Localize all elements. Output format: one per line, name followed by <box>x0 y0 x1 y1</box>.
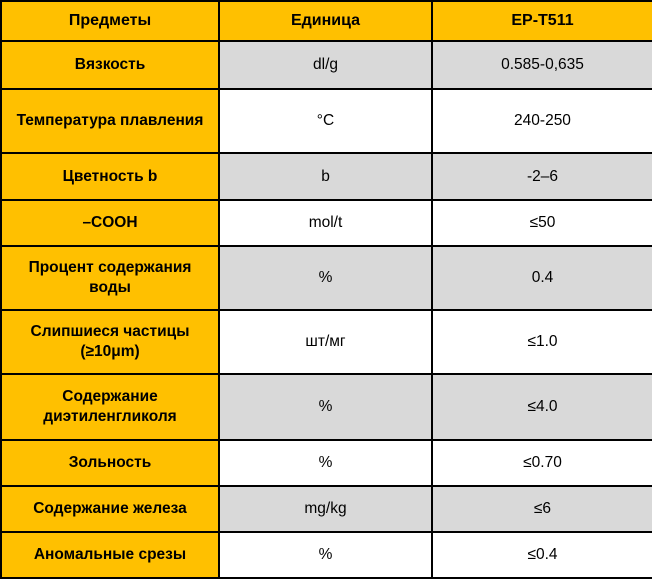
row-item-label: –COOH <box>0 199 220 247</box>
row-spec-value: ≤0.4 <box>431 531 652 579</box>
row-item-label: Процент содержания воды <box>0 245 220 311</box>
row-unit-value: % <box>218 439 433 487</box>
table-row: Температура плавления °C 240-250 <box>0 88 652 154</box>
row-item-label: Содержание диэтиленгликоля <box>0 373 220 441</box>
row-item-label: Слипшиеся частицы (≥10μm) <box>0 309 220 375</box>
row-unit-value: dl/g <box>218 40 433 90</box>
row-item-label: Температура плавления <box>0 88 220 154</box>
table-row: Аномальные срезы % ≤0.4 <box>0 531 652 579</box>
row-item-label: Зольность <box>0 439 220 487</box>
table-row: Содержание железа mg/kg ≤6 <box>0 485 652 533</box>
header-cell-product: EP-T511 <box>431 0 652 42</box>
row-item-label: Вязкость <box>0 40 220 90</box>
row-spec-value: ≤0.70 <box>431 439 652 487</box>
row-item-label: Цветность b <box>0 152 220 201</box>
row-spec-value: 0.585-0,635 <box>431 40 652 90</box>
row-spec-value: ≤50 <box>431 199 652 247</box>
row-spec-value: ≤1.0 <box>431 309 652 375</box>
row-unit-value: % <box>218 531 433 579</box>
table-row: Процент содержания воды % 0.4 <box>0 245 652 311</box>
row-unit-value: шт/мг <box>218 309 433 375</box>
row-item-label: Содержание железа <box>0 485 220 533</box>
row-unit-value: % <box>218 245 433 311</box>
header-cell-unit: Единица <box>218 0 433 42</box>
table-row: Вязкость dl/g 0.585-0,635 <box>0 40 652 90</box>
table-row: Зольность % ≤0.70 <box>0 439 652 487</box>
row-unit-value: mol/t <box>218 199 433 247</box>
table-row: –COOH mol/t ≤50 <box>0 199 652 247</box>
table-row: Цветность b b -2–6 <box>0 152 652 201</box>
header-cell-items: Предметы <box>0 0 220 42</box>
row-item-label: Аномальные срезы <box>0 531 220 579</box>
table-row: Слипшиеся частицы (≥10μm) шт/мг ≤1.0 <box>0 309 652 375</box>
row-spec-value: 0.4 <box>431 245 652 311</box>
row-unit-value: % <box>218 373 433 441</box>
row-unit-value: °C <box>218 88 433 154</box>
row-unit-value: b <box>218 152 433 201</box>
row-spec-value: ≤4.0 <box>431 373 652 441</box>
row-spec-value: -2–6 <box>431 152 652 201</box>
row-spec-value: 240-250 <box>431 88 652 154</box>
row-unit-value: mg/kg <box>218 485 433 533</box>
table-header-row: Предметы Единица EP-T511 <box>0 0 652 42</box>
row-spec-value: ≤6 <box>431 485 652 533</box>
table-row: Содержание диэтиленгликоля % ≤4.0 <box>0 373 652 441</box>
